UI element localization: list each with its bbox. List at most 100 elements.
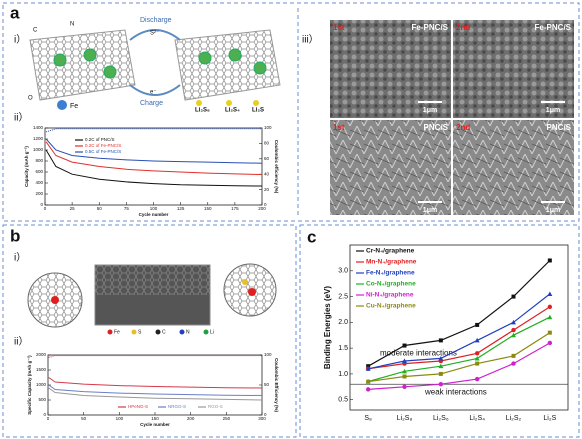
series-line (368, 293, 551, 370)
panel-a-border (2, 2, 580, 222)
scale-label: 1μm (546, 207, 560, 214)
atom-key (155, 329, 161, 335)
series-line (45, 149, 263, 187)
x-tick-label: Li₂S (543, 415, 556, 422)
y2-tick-label: 60 (264, 156, 270, 161)
legend-label: 0.2C of Fe-PNC/S (85, 143, 121, 148)
y-axis-label: Capacity (mAh g⁻¹) (24, 146, 29, 187)
marker (511, 361, 516, 366)
atom-key-label: S (138, 329, 142, 335)
product-icon (253, 100, 259, 106)
y2-axis-label: Coulombic efficiency (%) (274, 140, 279, 194)
y2-tick-label: 20 (264, 187, 270, 192)
legend-label: RGO-S (208, 404, 223, 409)
legend-label: Cr-N₄/graphene (366, 248, 415, 255)
x-tick-label: 175 (231, 206, 239, 211)
y-axis-label: Specific Capacity (mAh g⁻¹) (27, 355, 32, 415)
y-tick-label: 1200 (33, 136, 44, 141)
x-tick-label: 125 (177, 206, 185, 211)
label: Charge (140, 100, 163, 107)
panel-label: c (307, 227, 316, 246)
atom (248, 288, 256, 296)
marker (547, 314, 553, 320)
x-tick-label: 0 (47, 416, 50, 421)
marker (402, 358, 407, 364)
panel-c-border (299, 224, 580, 438)
atom-key-label: N (186, 329, 190, 335)
x-tick-label: 250 (223, 416, 231, 421)
marker (438, 363, 444, 369)
marker (511, 327, 516, 333)
atom-label: N (70, 22, 74, 28)
annotation: moderate interactions (380, 348, 457, 357)
marker (402, 368, 407, 374)
x-tick-label: 25 (70, 206, 76, 211)
y-tick-label: 2000 (36, 352, 47, 357)
marker (438, 355, 444, 361)
atom-key (131, 329, 137, 335)
scale-label: 1μm (546, 107, 560, 114)
x-tick-label: 200 (187, 416, 195, 421)
marker (365, 387, 371, 392)
y-tick-label: 0 (43, 412, 46, 417)
series-line (368, 342, 551, 390)
legend-label: Co-N₄/graphene (366, 281, 416, 288)
legend-label: 0.2C of PNC/S (85, 137, 115, 142)
sem-sample: Fe-PNC/S (535, 23, 572, 32)
atom-key (107, 329, 113, 335)
marker (475, 322, 480, 327)
y2-tick-label: 100 (264, 125, 272, 130)
graphene-sheet (29, 29, 136, 101)
marker (438, 382, 444, 387)
y-tick-label: 3.0 (338, 268, 348, 275)
series-line (45, 128, 262, 133)
marker (366, 364, 371, 369)
x-axis-label: Cycle number (139, 212, 169, 217)
x-tick-label: 200 (258, 206, 266, 211)
series-line (45, 141, 263, 175)
x-tick-label: 50 (81, 416, 87, 421)
sem-image (330, 20, 451, 118)
sem-image (453, 20, 574, 118)
y2-tick-label: 40 (264, 171, 270, 176)
x-tick-label: S₈ (364, 415, 372, 422)
y-tick-label: 1400 (33, 125, 44, 130)
x-tick-label: 0 (44, 206, 47, 211)
panel-label: b (10, 226, 20, 245)
label: Fe (70, 103, 78, 110)
marker (547, 340, 553, 346)
x-tick-label: 100 (116, 416, 124, 421)
x-tick-label: 50 (97, 206, 103, 211)
series-line (367, 260, 551, 367)
x-tick-label: 300 (258, 416, 266, 421)
plot-frame (349, 244, 569, 411)
y2-tick-label: 80 (264, 141, 270, 146)
series-line (48, 387, 263, 401)
marker (511, 332, 516, 338)
sem-order: 2nd (456, 123, 470, 132)
y-tick-label: 0 (40, 202, 43, 207)
y-tick-label: 0.5 (338, 397, 348, 404)
graphene-sheet (174, 29, 281, 101)
scale-label: 1μm (423, 207, 437, 214)
product-label: Li₂S₈ (195, 108, 210, 114)
product-icon (226, 100, 232, 106)
atom-key-label: Li (210, 329, 214, 335)
marker (511, 294, 516, 299)
legend-label: Cu-N₄/graphene (366, 303, 416, 310)
legend-label: Mn-N₄/graphene (366, 259, 417, 266)
series-line (368, 332, 551, 383)
product-icon (196, 100, 202, 106)
y2-tick-label: 0 (264, 202, 267, 207)
sem-images (330, 20, 574, 215)
y2-tick-label: 100 (264, 352, 272, 357)
y-tick-label: 2.5 (338, 293, 348, 300)
atom-key-label: Fe (114, 329, 120, 335)
y-axis-label: Binding Energies (eV) (323, 286, 332, 369)
y-tick-label: 800 (35, 158, 43, 163)
y-tick-label: 1.0 (338, 371, 348, 378)
product-label: Li₂S₄ (225, 108, 240, 114)
marker (474, 351, 480, 356)
